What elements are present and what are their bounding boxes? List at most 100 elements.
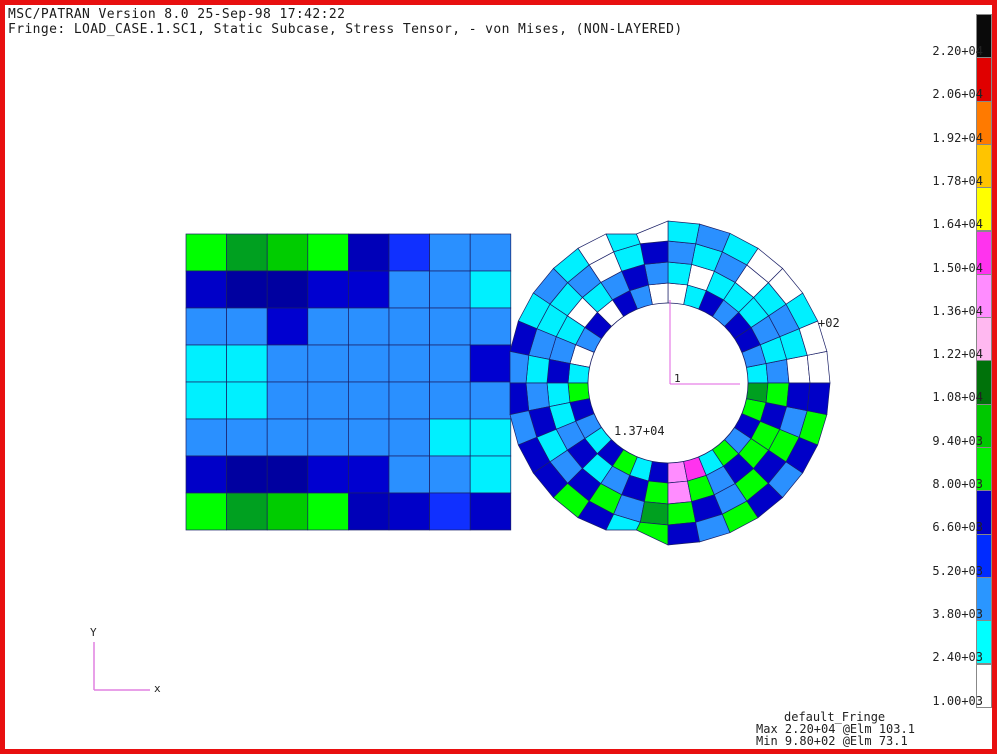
legend-swatch — [976, 663, 992, 708]
mesh-element — [429, 381, 471, 420]
mesh-element — [226, 381, 268, 420]
min-readout: Min 9.80+02 @Elm 73.1 — [756, 734, 908, 748]
mesh-element — [226, 492, 268, 531]
mesh-element — [429, 307, 471, 346]
max-value-annotation: 1.37+04 — [614, 424, 665, 438]
mesh-element — [667, 521, 701, 546]
mesh-element — [185, 344, 227, 383]
mesh-element — [429, 270, 471, 309]
mesh-element — [266, 270, 309, 309]
mesh-element — [786, 354, 811, 384]
legend-label: 2.40+03 — [932, 650, 983, 665]
mesh-element — [469, 418, 512, 457]
x-axis-label: x — [154, 682, 161, 695]
mesh-element — [786, 382, 811, 412]
mesh-element — [429, 233, 471, 272]
mesh-element — [226, 344, 268, 383]
legend-label: 6.60+03 — [932, 520, 983, 535]
mesh-element — [307, 381, 349, 420]
mesh-element — [469, 270, 512, 309]
mesh-element — [226, 233, 268, 272]
legend-label: 9.40+03 — [932, 433, 983, 448]
mesh-element — [469, 307, 512, 346]
mesh-element — [469, 455, 512, 494]
mesh-element — [307, 233, 349, 272]
bolt-hole — [587, 302, 749, 464]
mesh-element — [307, 270, 349, 309]
mesh-element — [266, 455, 309, 494]
mesh-element — [667, 261, 693, 286]
mesh-element — [429, 492, 471, 531]
legend-label: 1.36+04 — [932, 303, 983, 318]
mesh-element — [307, 492, 349, 531]
mesh-element — [266, 492, 309, 531]
mesh-element — [388, 344, 430, 383]
mesh-element — [469, 381, 512, 420]
legend-label: 1.08+04 — [932, 390, 983, 405]
mesh-element — [546, 358, 571, 384]
mesh-element — [806, 382, 831, 416]
legend-label: 8.00+03 — [932, 477, 983, 491]
mesh-element — [266, 418, 309, 457]
mesh-element — [266, 233, 309, 272]
mesh-element — [307, 344, 349, 383]
mesh-element — [648, 461, 669, 484]
mesh-element — [746, 382, 769, 403]
legend-label: 1.22+04 — [932, 347, 983, 362]
title-line: MSC/PATRAN Version 8.0 25-Sep-98 17:42:2… — [8, 7, 346, 22]
mesh-element — [348, 270, 390, 309]
mesh-element — [388, 307, 430, 346]
mesh-element — [509, 382, 530, 416]
mesh-element — [388, 233, 430, 272]
mesh-element — [185, 381, 227, 420]
offset-annotation: +02 — [818, 316, 840, 330]
mesh-element — [639, 240, 669, 265]
mesh-element — [429, 455, 471, 494]
mesh-element — [469, 233, 512, 272]
mesh-element — [509, 350, 530, 384]
legend-label: 5.20+03 — [932, 563, 983, 578]
mesh-element — [567, 363, 590, 384]
mesh-element — [348, 418, 390, 457]
mesh-element — [226, 307, 268, 346]
mesh-element — [185, 492, 227, 531]
mesh-element — [185, 233, 227, 272]
mesh-element — [266, 344, 309, 383]
legend-label: 1.50+04 — [932, 260, 983, 275]
mesh-element — [307, 418, 349, 457]
mesh-element — [635, 220, 669, 245]
legend-label: 1.78+04 — [932, 173, 983, 188]
mesh-element — [348, 233, 390, 272]
finite-element-mesh — [185, 220, 831, 546]
node-marker: 1 — [674, 372, 681, 385]
mesh-element — [185, 270, 227, 309]
mesh-element — [469, 492, 512, 531]
mesh-element — [429, 344, 471, 383]
mesh-element — [388, 492, 430, 531]
mesh-element — [226, 270, 268, 309]
mesh-element — [635, 521, 669, 546]
mesh-element — [388, 381, 430, 420]
legend-label: 1.92+04 — [932, 130, 983, 145]
legend-label: 2.20+04 — [932, 44, 983, 58]
fringe-name: default_Fringe — [784, 710, 886, 724]
mesh-element — [388, 418, 430, 457]
mesh-element — [667, 240, 697, 265]
mesh-element — [307, 307, 349, 346]
mesh-element — [226, 455, 268, 494]
max-readout: Max 2.20+04 @Elm 103.1 — [756, 722, 915, 736]
mesh-element — [266, 307, 309, 346]
fringe-description: Fringe: LOAD_CASE.1.SC1, Static Subcase,… — [8, 22, 683, 37]
mesh-element — [643, 480, 669, 505]
mesh-element — [469, 344, 512, 383]
mesh-element — [388, 270, 430, 309]
mesh-element — [307, 455, 349, 494]
mesh-element — [185, 307, 227, 346]
mesh-element — [348, 307, 390, 346]
mesh-element — [348, 455, 390, 494]
mesh-element — [185, 418, 227, 457]
mesh-element — [348, 492, 390, 531]
mesh-element — [185, 455, 227, 494]
mesh-element — [765, 382, 790, 408]
